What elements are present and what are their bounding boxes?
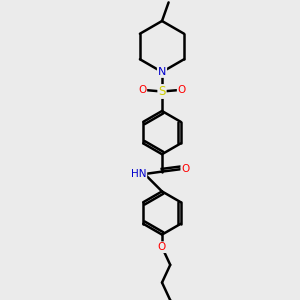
Text: N: N xyxy=(158,67,166,77)
Text: O: O xyxy=(158,242,166,252)
Text: O: O xyxy=(138,85,146,95)
Text: S: S xyxy=(158,85,166,98)
Text: O: O xyxy=(178,85,186,95)
Text: HN: HN xyxy=(131,169,146,179)
Text: O: O xyxy=(181,164,190,174)
